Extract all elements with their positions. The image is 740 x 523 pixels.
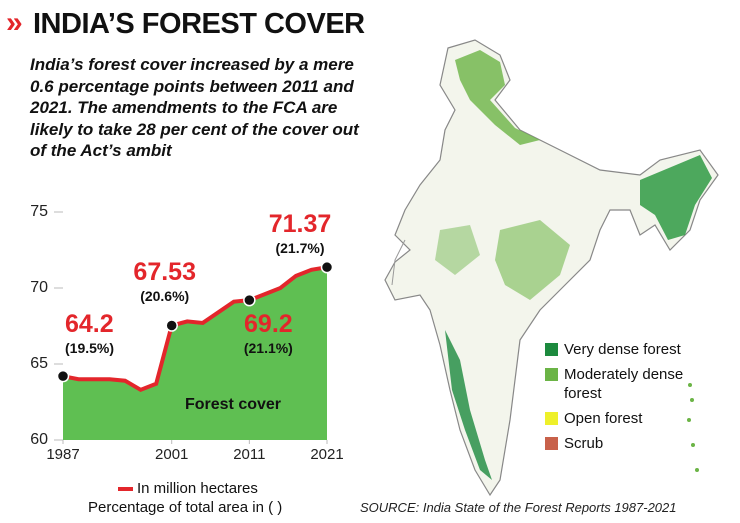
legend-swatch — [545, 343, 558, 356]
point — [243, 293, 256, 307]
point — [320, 260, 334, 274]
legend-label: Moderately dense forest — [564, 366, 684, 402]
title: INDIA’S FOREST COVER — [33, 8, 365, 40]
value-label: 69.2 — [244, 310, 293, 338]
subtitle: India’s forest cover increased by a mere… — [30, 55, 359, 160]
map-legend-item: Scrub — [545, 434, 695, 453]
x-tick-label: 1987 — [46, 446, 79, 463]
share-label: (21.1%) — [244, 340, 293, 356]
y-tick-label: 70 — [30, 279, 48, 296]
map-legend-item: Moderately dense forest — [545, 365, 695, 403]
share-label: (20.6%) — [140, 288, 189, 304]
value-label: 71.37 — [269, 210, 332, 238]
share-label: (21.7%) — [275, 240, 324, 256]
legend-swatch — [545, 368, 558, 381]
x-tick-label: 2021 — [310, 446, 343, 463]
y-tick-label: 75 — [30, 203, 48, 220]
area-label: Forest cover — [185, 396, 281, 413]
value-label: 64.2 — [65, 310, 114, 338]
point — [165, 319, 178, 332]
line — [62, 265, 328, 393]
india-map — [384, 39, 719, 497]
legend-label: Scrub — [564, 435, 604, 452]
source: SOURCE: India State of the Forest Report… — [360, 500, 677, 515]
y-tick-label: 65 — [30, 355, 48, 372]
point — [56, 369, 70, 383]
legend-label: In million hectares — [137, 480, 258, 497]
area — [63, 267, 327, 440]
share-label: (19.5%) — [65, 340, 114, 356]
share-note: Percentage of total area in ( ) — [88, 499, 282, 516]
legend-swatch — [545, 437, 558, 450]
x-tick-label: 2011 — [233, 446, 265, 463]
legend-label: Open forest — [564, 410, 643, 427]
map-legend: Very dense forest Moderately dense forest… — [545, 340, 695, 459]
title-marker: » — [6, 6, 23, 39]
legend-swatch — [545, 412, 558, 425]
value-label: 67.53 — [133, 258, 196, 286]
map-legend-item: Open forest — [545, 409, 695, 428]
x-tick-label: 2001 — [155, 446, 188, 463]
legend-label: Very dense forest — [564, 341, 681, 358]
map-legend-item: Very dense forest — [545, 340, 695, 359]
y-tick-label: 60 — [30, 431, 48, 448]
